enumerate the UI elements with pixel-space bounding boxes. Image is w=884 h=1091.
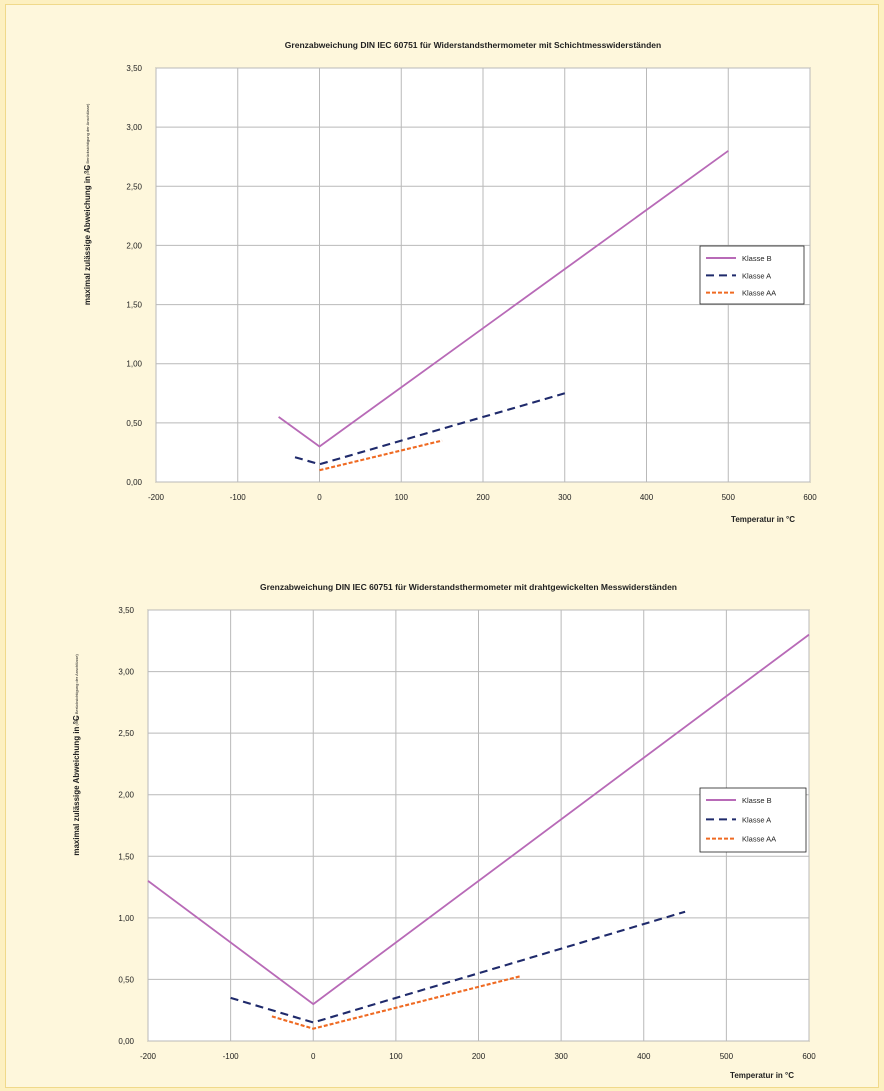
y-axis-label-group: maximal zulässige Abweichung in °C(ohne …: [83, 103, 92, 305]
series-line-klasse-aa: [319, 439, 443, 472]
series-line-klasse-a: [230, 910, 686, 1024]
x-tick-label: 0: [317, 493, 322, 502]
legend-box: [699, 787, 807, 853]
y-axis-label-note: (ohne Berücksichtigung der Anschlüsse): [74, 653, 79, 725]
y-tick-label: 2,00: [118, 791, 134, 800]
x-tick-label: 200: [476, 493, 490, 502]
x-tick-label: 300: [554, 1052, 568, 1061]
x-tick-label: 200: [472, 1052, 486, 1061]
x-tick-label: 0: [311, 1052, 316, 1061]
y-tick-label: 1,50: [126, 301, 142, 310]
y-tick-label: 3,50: [126, 64, 142, 73]
y-tick-label: 0,00: [126, 478, 142, 487]
x-tick-label: 100: [389, 1052, 403, 1061]
series-line-klasse-b: [278, 150, 729, 448]
y-tick-label: 2,50: [118, 729, 134, 738]
y-tick-label: 2,50: [126, 182, 142, 191]
x-tick-label: 100: [395, 493, 409, 502]
legend-entry: Klasse A: [742, 815, 771, 824]
y-tick-label: 1,00: [118, 914, 134, 923]
x-tick-label: 600: [803, 493, 817, 502]
series-line-klasse-aa: [271, 975, 521, 1030]
chart-drahtgewickelte-messwiderstaende: -200 -100 0 100 200 300 400 500 600 0,00 0,50 1,00 1…: [72, 582, 816, 1080]
chart-title: Grenzabweichung DIN IEC 60751 für Widers…: [260, 582, 677, 592]
chart-title: Grenzabweichung DIN IEC 60751 für Widers…: [285, 40, 661, 50]
y-tick-label: 0,50: [126, 419, 142, 428]
x-axis-label: Temperatur in °C: [731, 515, 795, 524]
y-tick-label: 1,00: [126, 360, 142, 369]
legend-entry: Klasse B: [742, 254, 772, 263]
x-tick-label: -200: [140, 1052, 157, 1061]
x-tick-label: 400: [640, 493, 654, 502]
y-tick-label: 0,00: [118, 1037, 134, 1046]
y-axis-label-note: (ohne Berücksichtigung der Anschlüsse): [85, 103, 90, 175]
y-tick-label: 3,50: [118, 606, 134, 615]
x-tick-label: 500: [722, 493, 736, 502]
x-tick-label: 300: [558, 493, 572, 502]
x-tick-label: 600: [802, 1052, 816, 1061]
y-axis-label: maximal zulässige Abweichung in °C: [72, 715, 81, 855]
legend-entry: Klasse AA: [742, 289, 776, 298]
chart-schichtmesswiderstaende: -200 -100 0 100 200 300 400 500 600 0,00 0,50 1,00 1…: [83, 40, 817, 524]
y-tick-label: 3,00: [126, 123, 142, 132]
legend-entry: Klasse AA: [742, 835, 776, 844]
x-tick-label: -200: [148, 493, 165, 502]
y-tick-label: 1,50: [118, 852, 134, 861]
y-tick-label: 0,50: [118, 975, 134, 984]
x-tick-label: -100: [223, 1052, 240, 1061]
legend-entry: Klasse B: [742, 796, 772, 805]
x-tick-label: 500: [720, 1052, 734, 1061]
legend-box: [699, 245, 805, 305]
legend-entry: Klasse A: [742, 271, 771, 280]
x-tick-label: 400: [637, 1052, 651, 1061]
y-tick-label: 2,00: [126, 241, 142, 250]
x-tick-label: -100: [230, 493, 247, 502]
series-line-klasse-a: [294, 392, 566, 466]
series-line-klasse-b: [147, 633, 810, 1006]
y-axis-label-group: maximal zulässige Abweichung in °C(ohne …: [72, 653, 81, 855]
y-tick-label: 3,00: [118, 668, 134, 677]
y-axis-label: maximal zulässige Abweichung in °C: [83, 165, 92, 305]
x-axis-label: Temperatur in °C: [730, 1071, 794, 1080]
